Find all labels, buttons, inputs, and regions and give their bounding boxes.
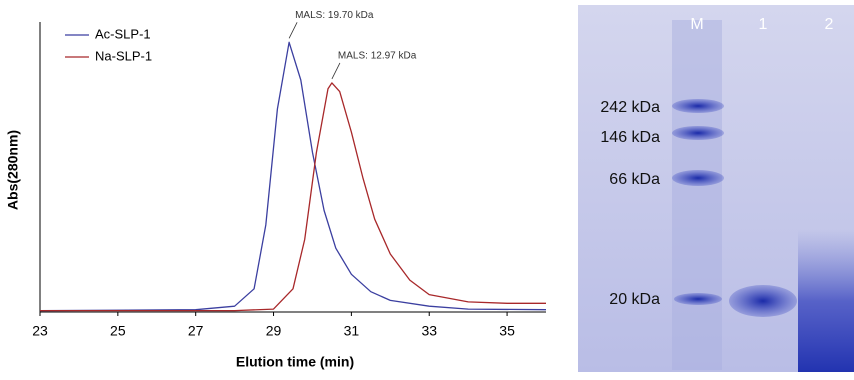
y-axis-label: Abs(280nm) bbox=[5, 130, 21, 210]
sample-band bbox=[729, 285, 797, 317]
lane-label: 1 bbox=[759, 16, 768, 33]
annotation: MALS: 19.70 kDa bbox=[295, 10, 374, 21]
x-tick-label: 31 bbox=[344, 323, 360, 339]
annotation-leader bbox=[289, 22, 297, 38]
sample-smear bbox=[798, 230, 854, 372]
x-tick-label: 27 bbox=[188, 323, 204, 339]
marker-band bbox=[672, 170, 724, 186]
data-line bbox=[40, 83, 546, 311]
marker-band bbox=[672, 99, 724, 113]
x-tick-label: 29 bbox=[266, 323, 282, 339]
gel-image bbox=[578, 5, 854, 372]
x-tick-label: 25 bbox=[110, 323, 126, 339]
marker-band bbox=[674, 293, 722, 305]
marker-label: 20 kDa bbox=[609, 291, 660, 308]
marker-label: 66 kDa bbox=[609, 171, 660, 188]
annotation-leader bbox=[332, 63, 340, 79]
annotation: MALS: 12.97 kDa bbox=[338, 51, 417, 62]
figure: Elution time (min) Abs(280nm) M 1 2 242 kDa… bbox=[0, 0, 854, 375]
legend-label: Ac-SLP-1 bbox=[95, 26, 151, 41]
x-tick-label: 35 bbox=[499, 323, 515, 339]
marker-label: 146 kDa bbox=[600, 129, 660, 146]
marker-lane bbox=[672, 20, 722, 370]
data-line bbox=[40, 42, 546, 310]
lane-label: 2 bbox=[825, 16, 834, 33]
marker-label: 242 kDa bbox=[600, 99, 660, 116]
lane-label: M bbox=[690, 16, 703, 33]
x-tick-label: 23 bbox=[32, 323, 48, 339]
legend-label: Na-SLP-1 bbox=[95, 48, 152, 63]
x-tick-label: 33 bbox=[421, 323, 437, 339]
marker-band bbox=[672, 126, 724, 140]
x-axis-label: Elution time (min) bbox=[236, 354, 354, 370]
